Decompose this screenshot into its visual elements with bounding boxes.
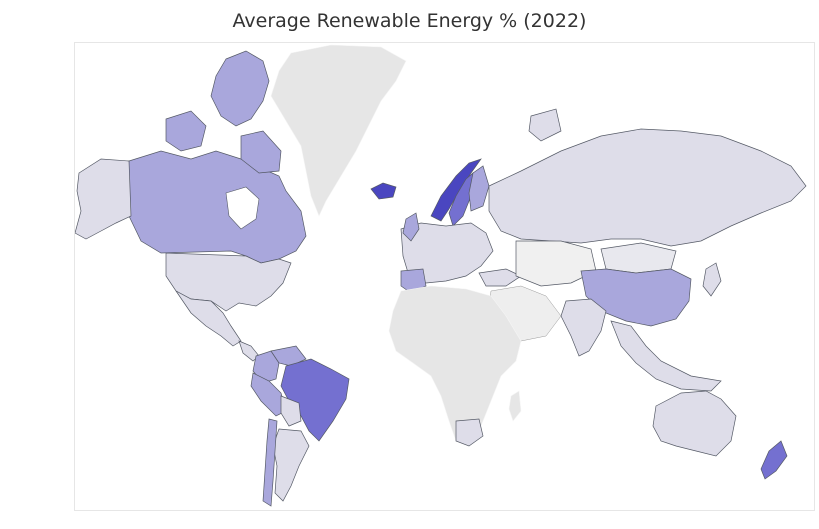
region-chile[interactable] xyxy=(262,418,278,507)
region-finland[interactable] xyxy=(468,165,490,212)
region-canada-islands-2[interactable] xyxy=(165,110,207,152)
region-south-africa[interactable] xyxy=(455,418,484,447)
region-russia-islands[interactable] xyxy=(528,108,562,142)
region-mongolia[interactable] xyxy=(600,242,677,274)
region-bolivia[interactable] xyxy=(280,395,302,427)
map-title: Average Renewable Energy % (2022) xyxy=(232,10,587,32)
region-africa[interactable] xyxy=(388,285,522,442)
region-uk[interactable] xyxy=(402,212,420,242)
region-canada[interactable] xyxy=(128,150,307,264)
world-map xyxy=(75,44,807,507)
region-canada-islands[interactable] xyxy=(210,50,270,127)
region-japan[interactable] xyxy=(702,262,722,297)
region-russia[interactable] xyxy=(488,128,807,247)
region-norway[interactable] xyxy=(430,158,482,222)
region-australia[interactable] xyxy=(652,390,737,457)
region-iceland[interactable] xyxy=(370,182,397,200)
map-canvas[interactable] xyxy=(74,42,815,511)
region-madagascar[interactable] xyxy=(508,390,522,422)
region-new-zealand[interactable] xyxy=(760,440,788,480)
region-hudson-bay xyxy=(225,186,260,230)
region-india[interactable] xyxy=(560,298,607,357)
region-turkey[interactable] xyxy=(478,268,522,287)
region-canada-islands-3[interactable] xyxy=(240,130,282,174)
region-argentina[interactable] xyxy=(272,428,310,502)
region-mexico[interactable] xyxy=(175,290,242,347)
region-greenland[interactable] xyxy=(270,44,407,217)
region-alaska[interactable] xyxy=(75,158,132,240)
region-southeast-asia[interactable] xyxy=(610,320,722,392)
